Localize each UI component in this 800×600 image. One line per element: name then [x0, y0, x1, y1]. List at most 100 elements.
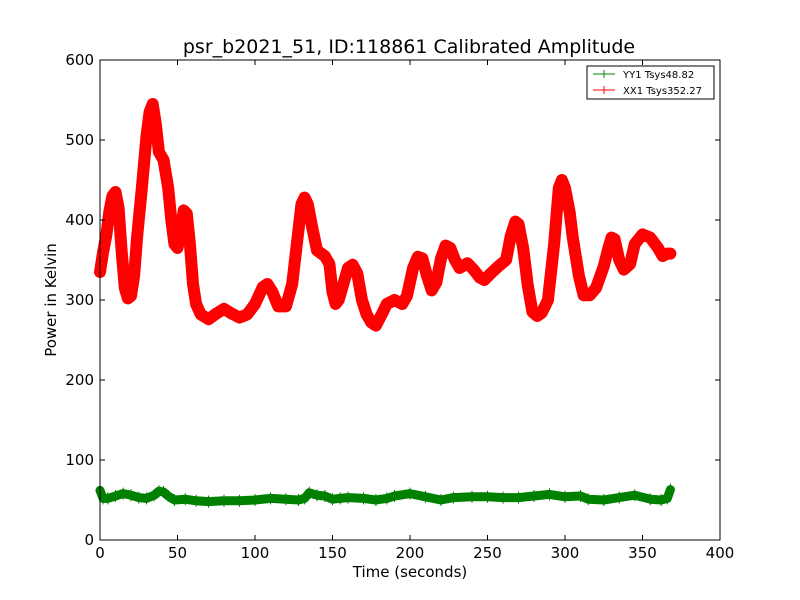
data-point	[450, 254, 459, 266]
data-point	[499, 491, 507, 504]
data-point	[604, 242, 613, 254]
data-point	[300, 191, 309, 204]
data-point	[663, 492, 672, 505]
data-point	[423, 270, 432, 282]
y-tick-label: 300	[65, 291, 94, 309]
data-point	[638, 228, 647, 241]
data-point	[666, 483, 675, 496]
legend-label-yy1: YY1 Tsys48.82	[622, 70, 694, 81]
data-point	[371, 319, 380, 332]
y-axis-label: Power in Kelvin	[42, 243, 60, 357]
data-point	[455, 262, 464, 274]
data-point	[468, 490, 476, 503]
data-point	[313, 489, 321, 502]
data-point	[235, 311, 244, 324]
series-0	[95, 483, 675, 508]
data-point	[599, 260, 608, 273]
data-point	[344, 262, 352, 274]
data-point	[227, 307, 236, 320]
data-point	[585, 289, 594, 302]
data-point	[378, 307, 387, 320]
data-point	[204, 313, 213, 326]
data-point	[111, 490, 120, 502]
data-point	[127, 290, 135, 302]
data-point	[437, 252, 445, 265]
y-tick-label: 400	[65, 211, 94, 229]
data-point	[561, 490, 569, 503]
data-point	[274, 300, 283, 313]
data-point	[486, 267, 495, 280]
data-point	[514, 491, 523, 504]
data-point	[288, 278, 297, 290]
data-point	[599, 494, 608, 506]
data-point	[359, 492, 368, 505]
data-point	[619, 263, 628, 276]
data-point	[154, 485, 163, 498]
data-point	[530, 490, 538, 502]
data-point	[103, 492, 112, 505]
data-point	[557, 174, 566, 186]
data-point	[185, 238, 194, 250]
data-point	[469, 263, 478, 276]
data-point	[390, 490, 399, 502]
data-point	[328, 493, 337, 506]
data-point	[133, 230, 142, 242]
data-point	[263, 278, 272, 290]
data-point	[328, 286, 337, 298]
data-point	[325, 258, 334, 270]
x-tick-label: 350	[628, 544, 657, 562]
x-tick-label: 200	[396, 544, 425, 562]
data-point	[654, 242, 662, 254]
data-point	[371, 494, 380, 506]
data-point	[533, 310, 542, 322]
data-point	[362, 308, 371, 321]
data-point	[626, 258, 635, 270]
data-point	[545, 488, 554, 501]
data-point	[167, 214, 176, 226]
data-point	[514, 218, 523, 230]
data-point	[390, 294, 399, 306]
data-point	[382, 492, 391, 505]
plot-data	[94, 98, 677, 508]
data-point	[463, 257, 472, 270]
data-point	[192, 494, 201, 507]
data-point	[154, 146, 163, 158]
data-point	[574, 270, 583, 282]
data-point	[406, 487, 414, 500]
data-point	[120, 282, 129, 294]
data-point	[142, 130, 151, 142]
data-point	[630, 489, 639, 502]
data-point	[519, 242, 528, 254]
data-point	[151, 118, 160, 130]
data-point	[148, 98, 157, 110]
data-point	[568, 231, 577, 244]
x-tick-label: 400	[706, 544, 735, 562]
data-point	[181, 493, 190, 506]
data-point	[421, 490, 430, 503]
data-point	[382, 298, 391, 310]
data-point	[308, 222, 317, 234]
x-tick-label: 250	[473, 544, 502, 562]
data-point	[344, 491, 352, 504]
data-point	[142, 492, 151, 505]
data-point	[550, 238, 559, 250]
legend-label-xx1: XX1 Tsys352.27	[623, 86, 702, 97]
data-point	[251, 494, 259, 506]
data-point	[182, 207, 191, 220]
data-point	[592, 282, 600, 294]
data-point	[111, 186, 120, 198]
data-point	[402, 290, 411, 302]
data-point	[282, 300, 290, 313]
data-point	[305, 486, 314, 499]
data-point	[251, 298, 259, 310]
data-point	[164, 490, 173, 502]
data-point	[483, 490, 492, 503]
y-tick-label: 200	[65, 371, 94, 389]
data-point	[303, 198, 312, 210]
data-point	[418, 252, 427, 265]
data-point	[268, 285, 277, 298]
data-point	[561, 182, 569, 194]
data-point	[137, 182, 146, 194]
x-tick-label: 100	[241, 544, 270, 562]
data-point	[615, 254, 624, 266]
